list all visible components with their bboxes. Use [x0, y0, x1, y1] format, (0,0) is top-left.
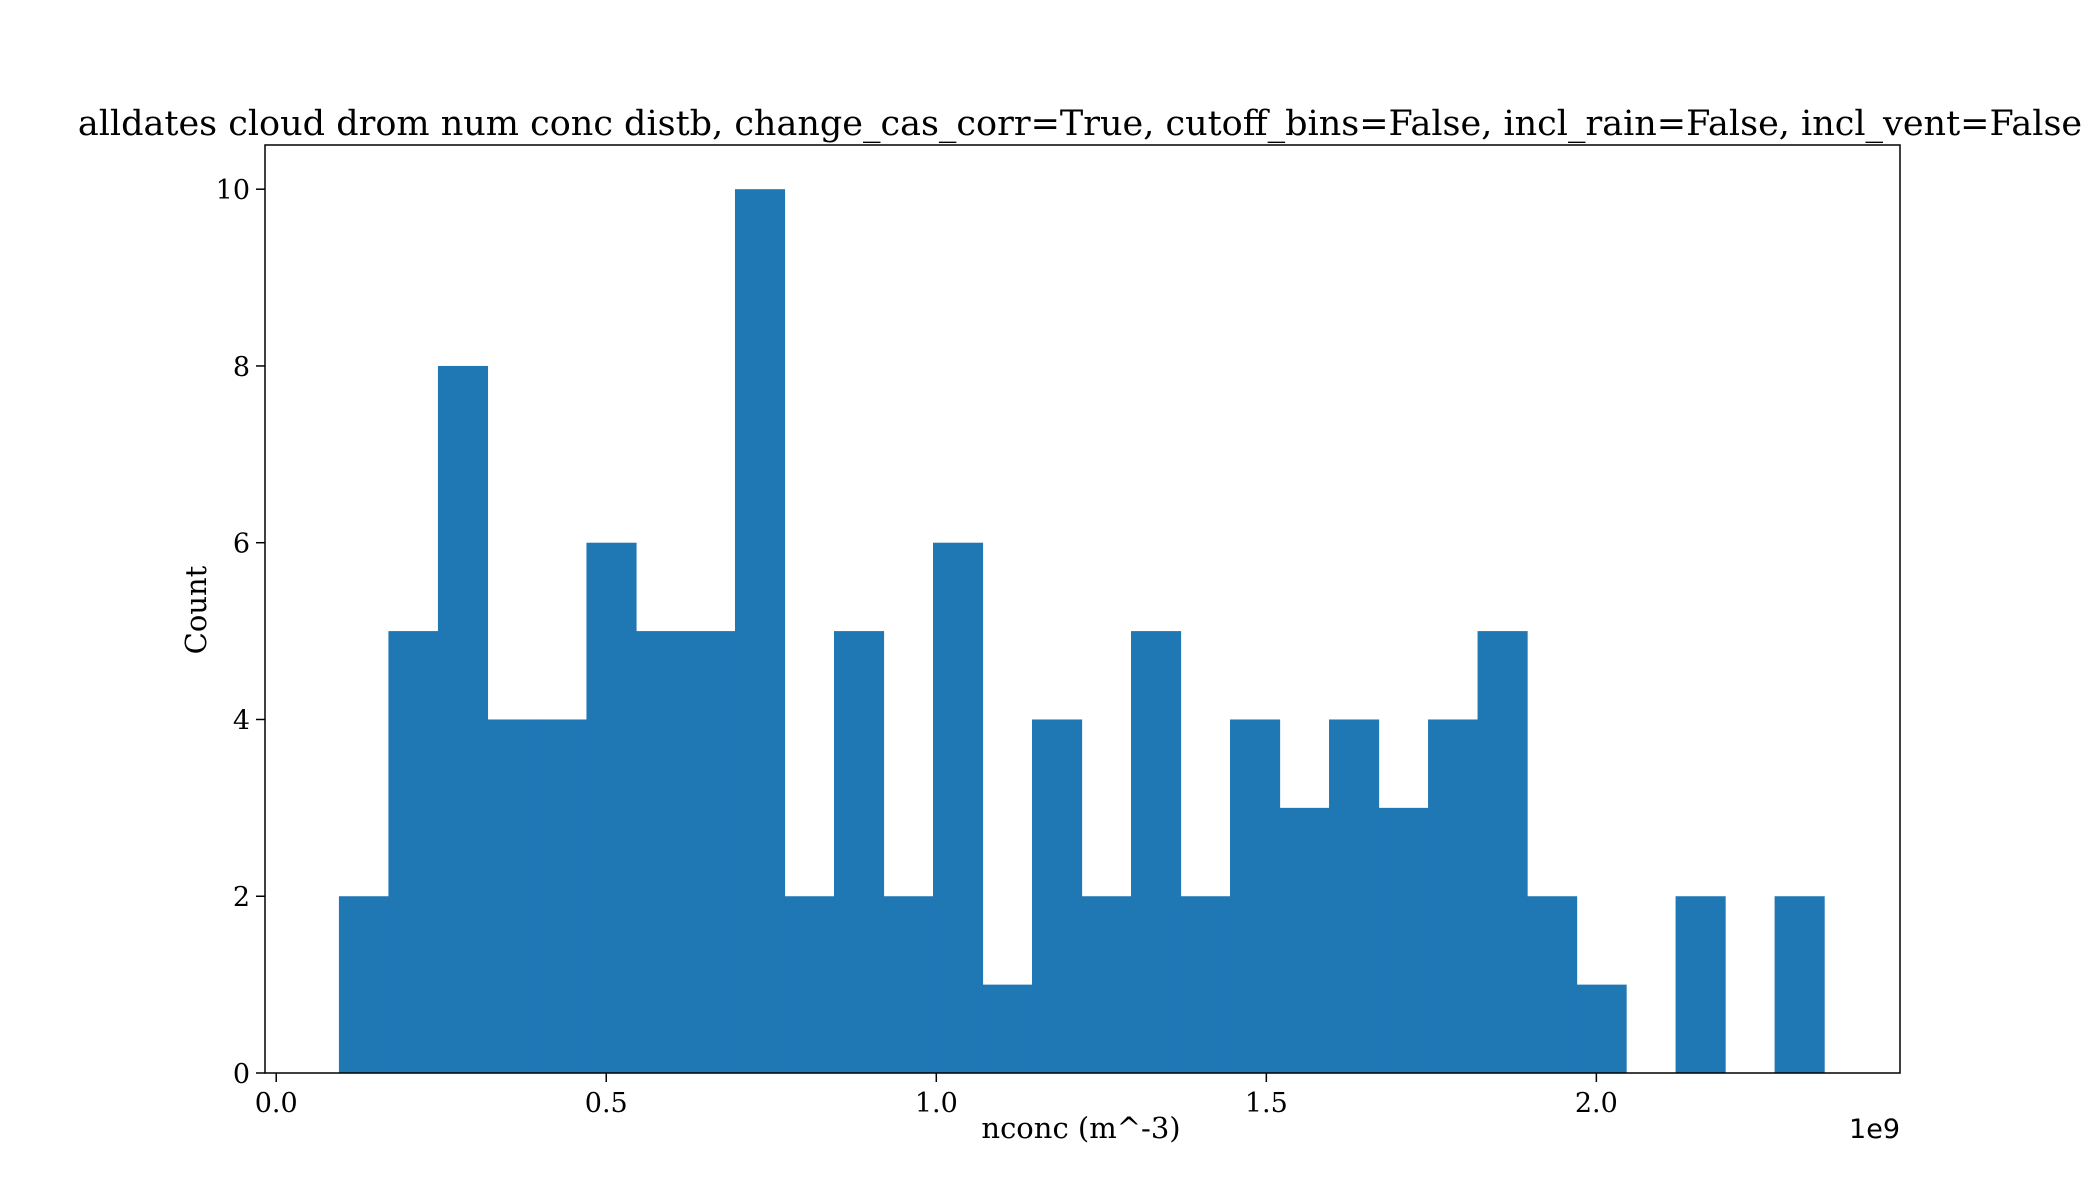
y-tick-label: 0	[233, 1059, 250, 1090]
histogram-bar	[1329, 719, 1380, 1073]
y-tick-label: 2	[233, 882, 250, 913]
histogram-bar	[338, 896, 390, 1073]
histogram-bar	[833, 631, 885, 1073]
y-axis-label: Count	[179, 565, 213, 654]
bars-group	[338, 189, 1825, 1073]
x-tick-label: 1.0	[915, 1088, 958, 1119]
histogram-bar	[437, 365, 489, 1073]
histogram-bar	[1576, 984, 1627, 1073]
chart-title: alldates cloud drom num conc distb, chan…	[78, 104, 2082, 144]
histogram-bar	[1428, 719, 1479, 1073]
histogram-bar	[685, 631, 736, 1073]
histogram-bar	[635, 631, 687, 1073]
plot-frame	[264, 144, 1901, 1074]
histogram-bar	[1675, 896, 1726, 1073]
histogram-bar	[1131, 631, 1182, 1073]
histogram-bar	[1032, 719, 1083, 1073]
histogram-bar	[1230, 719, 1281, 1073]
y-axis-ticks: 0 2 4 6 8 10	[216, 175, 265, 1090]
y-tick-label: 8	[233, 352, 250, 383]
histogram-bar	[1527, 896, 1578, 1073]
histogram-bar	[586, 542, 637, 1073]
x-axis-label: nconc (m^-3)	[981, 1111, 1180, 1145]
histogram-bar	[1477, 631, 1528, 1073]
x-tick-label: 0.0	[255, 1088, 298, 1119]
histogram-bar	[982, 984, 1033, 1073]
x-axis-ticks: 0.0 0.5 1.0 1.5 2.0	[255, 1073, 1618, 1119]
histogram-bar	[734, 189, 786, 1073]
histogram-bar	[784, 896, 835, 1073]
histogram-bar	[1081, 896, 1132, 1073]
histogram-bar	[1180, 896, 1231, 1073]
histogram-bar	[536, 719, 588, 1073]
y-tick-label: 10	[216, 175, 250, 206]
histogram-bar	[1774, 896, 1825, 1073]
histogram-bar	[1279, 807, 1330, 1073]
x-tick-label: 2.0	[1575, 1088, 1618, 1119]
y-tick-label: 4	[233, 705, 250, 736]
histogram-bar	[883, 896, 934, 1073]
x-tick-label: 1.5	[1245, 1088, 1288, 1119]
histogram-bar	[487, 719, 538, 1073]
y-tick-label: 6	[233, 529, 250, 560]
histogram-bar	[1378, 807, 1429, 1073]
x-tick-label: 0.5	[585, 1088, 628, 1119]
x-axis-offset-label: 1e9	[1849, 1114, 1900, 1145]
histogram-bar	[388, 631, 439, 1073]
histogram-bar	[932, 542, 984, 1073]
